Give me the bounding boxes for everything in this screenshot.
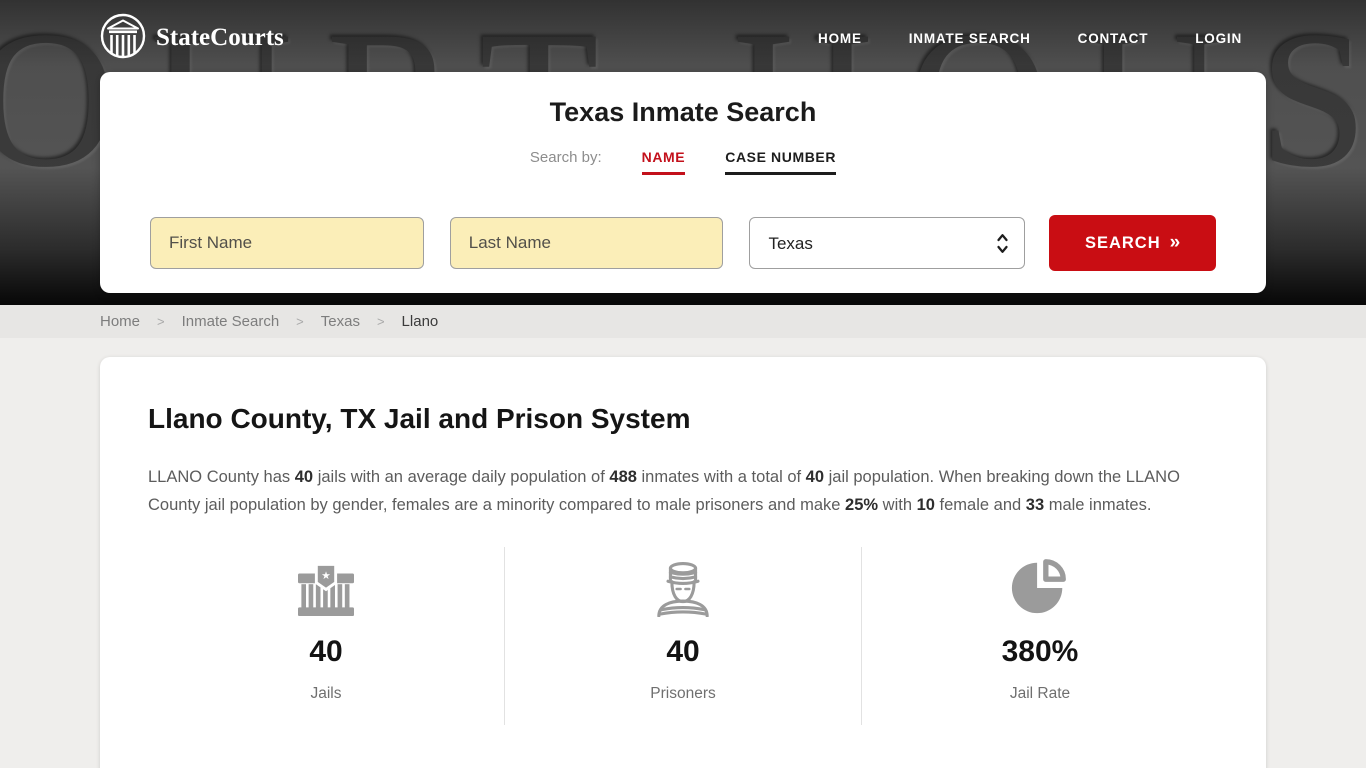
paragraph-text: jail population. When breaking down the … xyxy=(148,468,1180,515)
county-info-card: Llano County, TX Jail and Prison System … xyxy=(100,357,1266,768)
jail-rate-label: Jail Rate xyxy=(1009,684,1071,702)
prisoners-label: Prisoners xyxy=(650,684,716,702)
breadcrumb-texas[interactable]: Texas xyxy=(320,313,360,330)
hero-header: COURT·HOUSE StateCourts xyxy=(0,0,1366,305)
double-chevron-right-icon: » xyxy=(1169,232,1181,253)
jail-rate-value: 380% xyxy=(1001,634,1079,668)
search-by-label: Search by: xyxy=(529,149,602,166)
top-navigation-bar: StateCourts HOME INMATE SEARCH CONTACT L… xyxy=(0,0,1366,72)
courthouse-logo-icon xyxy=(100,13,146,64)
nav-link-inmate-search[interactable]: INMATE SEARCH xyxy=(908,30,1031,46)
breadcrumb-separator: > xyxy=(296,314,304,329)
first-name-input[interactable] xyxy=(150,217,424,269)
brand-name: StateCourts xyxy=(156,24,284,51)
breadcrumb-inmate-search[interactable]: Inmate Search xyxy=(181,313,280,330)
county-summary-paragraph: LLANO County has 40 jails with an averag… xyxy=(148,463,1218,520)
breadcrumb: Home > Inmate Search > Texas > Llano xyxy=(0,305,1366,338)
stat-prisoners: 40 Prisoners xyxy=(504,546,861,725)
svg-text:★: ★ xyxy=(321,569,331,582)
state-select-wrap: Texas xyxy=(749,217,1026,269)
paragraph-text: male inmates. xyxy=(1044,496,1152,515)
breadcrumb-separator: > xyxy=(376,314,385,329)
tab-search-by-case-number[interactable]: CASE NUMBER xyxy=(725,149,837,175)
breadcrumb-current-llano: Llano xyxy=(401,313,439,330)
paragraph-text: inmates with a total of xyxy=(636,468,806,486)
paragraph-text: jails with an average daily population o… xyxy=(313,468,610,486)
last-name-input[interactable] xyxy=(449,217,724,269)
female-count-inline: 10 xyxy=(916,496,935,515)
state-select[interactable]: Texas xyxy=(749,217,1026,269)
pie-chart-icon xyxy=(1008,551,1072,617)
jails-label: Jails xyxy=(310,684,342,702)
county-stats-row: ★ 40 Jails 40 xyxy=(148,546,1218,725)
nav-link-contact[interactable]: CONTACT xyxy=(1077,30,1149,46)
prisoners-count: 40 xyxy=(666,634,700,668)
paragraph-text: female and xyxy=(934,496,1026,515)
breadcrumb-separator: > xyxy=(157,314,165,329)
breadcrumb-home[interactable]: Home xyxy=(100,313,141,330)
search-button-label: SEARCH xyxy=(1084,233,1161,252)
page-title: Llano County, TX Jail and Prison System xyxy=(148,403,691,434)
jail-building-icon: ★ xyxy=(295,551,357,617)
paragraph-text: with xyxy=(878,496,917,515)
tab-search-by-name[interactable]: NAME xyxy=(641,149,686,175)
avg-daily-population-inline: 488 xyxy=(609,468,637,486)
brand-logo[interactable]: StateCourts xyxy=(100,13,284,64)
female-perc充-inline: 25% xyxy=(845,496,879,515)
search-form: Texas SEARCH » xyxy=(100,215,1266,271)
jails-count: 40 xyxy=(309,634,343,668)
search-button[interactable]: SEARCH » xyxy=(1049,215,1216,271)
stat-jails: ★ 40 Jails xyxy=(148,547,504,725)
stat-jail-rate: 380% Jail Rate xyxy=(861,546,1218,725)
search-card-title: Texas Inmate Search xyxy=(549,97,817,127)
inmate-search-card: Texas Inmate Search Search by: NAME CASE… xyxy=(100,72,1266,293)
search-by-tabs: Search by: NAME CASE NUMBER xyxy=(100,149,1266,175)
jails-count-inline: 40 xyxy=(294,468,314,486)
jail-population-inline: 40 xyxy=(805,468,825,486)
male-count-inline: 33 xyxy=(1025,496,1045,515)
main-nav: HOME INMATE SEARCH CONTACT LOGIN xyxy=(818,31,1242,46)
nav-link-login[interactable]: LOGIN xyxy=(1195,30,1242,46)
prisoner-icon xyxy=(651,551,715,617)
nav-link-home[interactable]: HOME xyxy=(818,30,862,46)
paragraph-text: LLANO County has xyxy=(148,468,295,486)
